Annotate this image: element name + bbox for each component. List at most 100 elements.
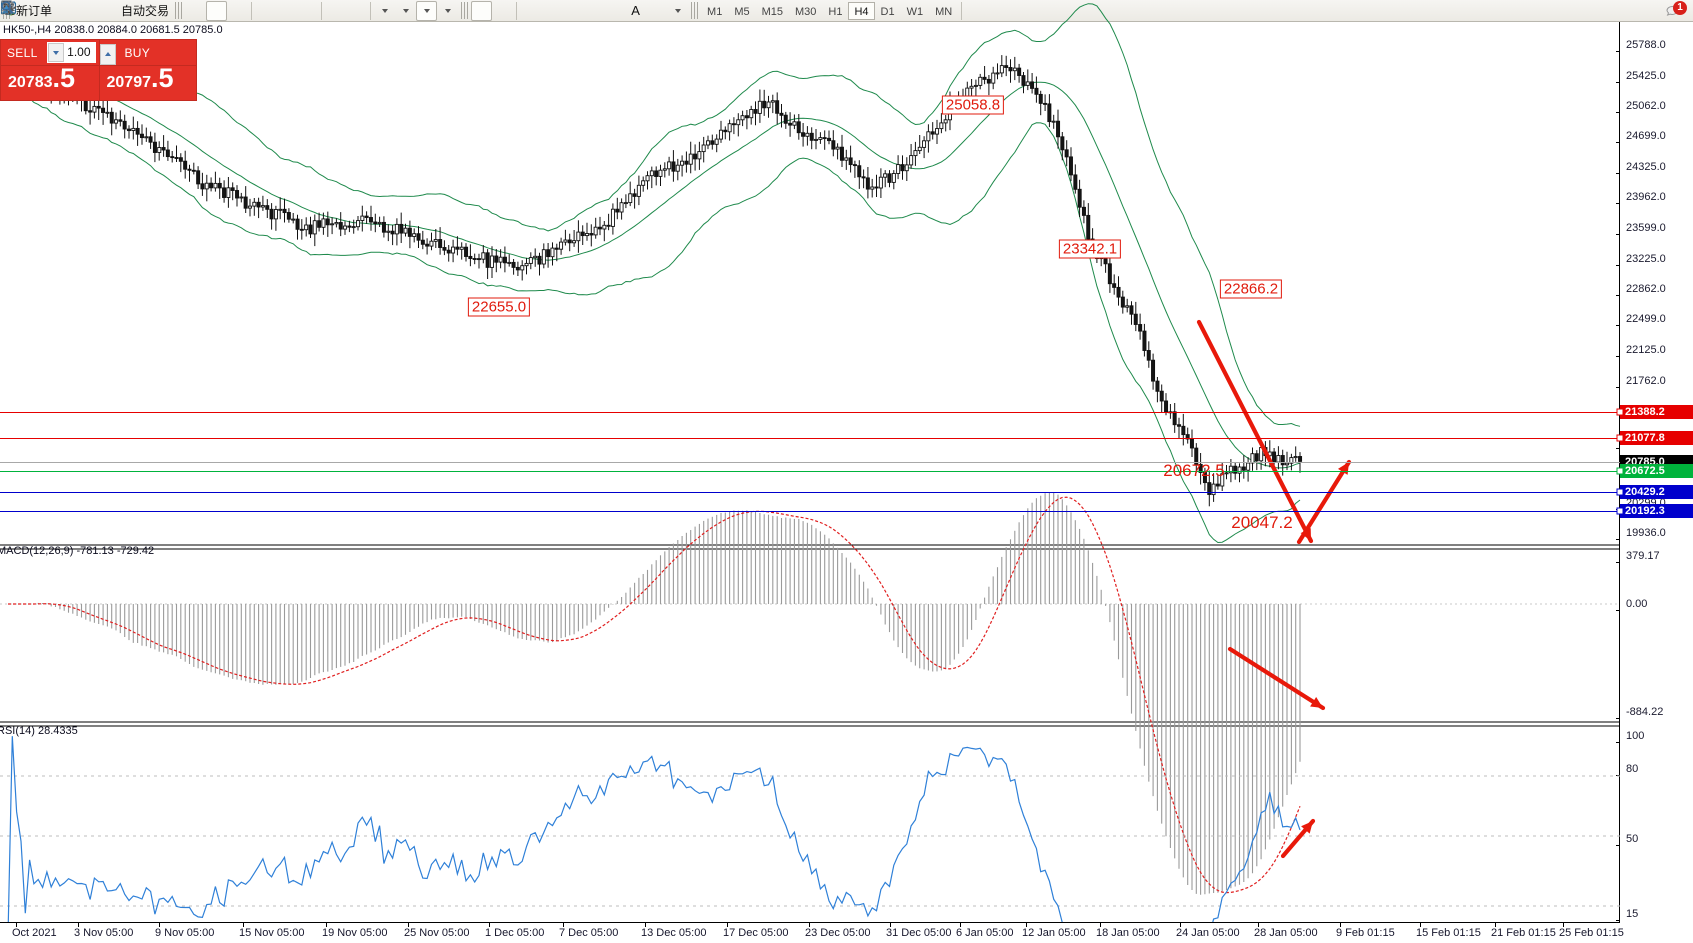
price-level-line-20429.2[interactable] (0, 491, 1620, 493)
price-level-line-20672.5[interactable] (0, 471, 1620, 473)
time-axis-tick: 24 Jan 05:00 (1176, 927, 1240, 939)
candle-body (209, 182, 214, 189)
profiles-button[interactable] (1, 1, 458, 21)
price-axis[interactable]: 25788.0 25425.0 25062.0 24699.0 24325.0 23962… (1616, 22, 1693, 943)
toolbar-grip-4[interactable] (691, 2, 699, 19)
price-level-line-20785.0[interactable] (0, 462, 1620, 464)
time-axis-tickmark (489, 923, 490, 927)
chart-annotation-20047.2[interactable]: 20047.2 (1231, 513, 1293, 532)
price-level-handle[interactable] (1616, 408, 1624, 416)
volume-decrease-button[interactable] (47, 43, 64, 62)
toolbar-grip-2[interactable] (175, 2, 183, 19)
candlestick-chart-button[interactable] (1, 0, 228, 21)
auto-scroll-button[interactable] (1, 1, 346, 21)
chart-annotation-22655.0[interactable]: 22655.0 (467, 297, 531, 317)
market-watch-button[interactable] (1, 1, 118, 21)
text-label-tool-button[interactable]: T (1, 1, 667, 21)
projection-arrow-up-rebound[interactable] (1296, 459, 1352, 545)
crosshair-tool-button[interactable] (1, 1, 513, 21)
buy-price[interactable]: 20797 .5 (98, 64, 197, 101)
fibonacci-tool-button[interactable]: F (2, 1, 625, 21)
horizontal-line-tool-button[interactable] (2, 1, 562, 21)
timeframe-h1-button[interactable]: H1 (828, 5, 843, 18)
profiles-caret-icon[interactable] (445, 8, 452, 13)
candle-body (507, 261, 512, 264)
cursor-tool-button[interactable] (3, 0, 493, 21)
price-level-handle[interactable] (1616, 434, 1624, 442)
candle-body (230, 187, 235, 191)
sell-label: SELL (7, 45, 38, 60)
timeframe-m5-button[interactable]: M5 (734, 5, 750, 18)
time-axis[interactable]: Oct 2021 3 Nov 05:00 9 Nov 05:00 15 Nov 05:… (0, 922, 1624, 943)
timeframe-m15-button[interactable]: M15 (761, 5, 783, 18)
templates-caret-icon[interactable] (424, 8, 431, 13)
chart-shift-button[interactable] (1, 1, 367, 21)
chart-area[interactable]: 25788.0 25425.0 25062.0 24699.0 24325.0 23962… (0, 3, 1693, 943)
price-level-handle[interactable] (1616, 467, 1624, 475)
trendline-tool-button[interactable] (2, 1, 583, 21)
text-tool-button[interactable]: A (625, 1, 646, 21)
price-level-handle[interactable] (1616, 488, 1624, 496)
autotrading-button[interactable]: 自动交易 (1, 1, 172, 21)
timeframe-m30-button[interactable]: M30 (795, 5, 817, 18)
volume-value[interactable]: 1.00 (67, 45, 91, 59)
arrows-caret-icon[interactable] (675, 8, 682, 13)
volume-field[interactable]: 1.00 (46, 42, 96, 63)
period-button[interactable] (1, 1, 416, 21)
chart-annotation-20672.5[interactable]: 20672.5 (1163, 461, 1225, 480)
zoom-out-button[interactable] (1, 1, 297, 21)
candle-body (628, 193, 633, 204)
bar-chart-button[interactable] (1, 1, 206, 21)
vertical-line-tool-button[interactable] (5, 1, 541, 21)
timeframe-w1-button[interactable]: W1 (906, 5, 924, 18)
notifications-button[interactable]: 1 (1665, 0, 1687, 19)
candle-body (597, 226, 602, 230)
price-level-line-21388.2[interactable] (0, 411, 1620, 413)
zoom-in-button[interactable] (1, 1, 276, 21)
candle-body (602, 224, 607, 230)
tile-windows-button[interactable] (1, 1, 318, 21)
price-level-handle[interactable] (1616, 507, 1624, 515)
candle-body (770, 100, 775, 103)
add-indicator-button[interactable] (1, 1, 395, 21)
add-indicator-caret-icon[interactable] (382, 8, 389, 13)
candle-body (183, 160, 188, 170)
price-level-label-20192.3[interactable]: 20192.3 (1620, 504, 1693, 519)
timeframe-h4-button[interactable]: H4 (848, 1, 875, 20)
candle-body (105, 111, 110, 114)
timeframe-mn-button[interactable]: MN (935, 5, 953, 18)
terminal-button[interactable] (1, 1, 97, 21)
arrows-tool-button[interactable] (3, 1, 688, 21)
price-level-label-20672.5[interactable]: 20672.5 (1620, 464, 1693, 479)
equidistant-channel-tool-button[interactable]: E (1, 1, 604, 21)
timeframe-d1-button[interactable]: D1 (880, 5, 895, 18)
sell-price[interactable]: 20783 .5 (0, 64, 99, 101)
volume-increase-button[interactable] (99, 43, 116, 65)
one-click-trading-panel[interactable]: SELL 1.00 BUY 20783 .5 20797 .5 (0, 39, 197, 101)
time-axis-tickmark (1495, 923, 1496, 927)
sell-button[interactable]: SELL 1.00 (0, 39, 99, 66)
macd-projection-arrow[interactable] (1227, 646, 1326, 711)
line-chart-button[interactable] (1, 1, 248, 21)
price-level-label-21388.2[interactable]: 21388.2 (1620, 404, 1693, 419)
price-level-label-20429.2[interactable]: 20429.2 (1620, 484, 1693, 499)
timeframe-m1-button[interactable]: M1 (707, 5, 723, 18)
chart-annotation-25058.8[interactable]: 25058.8 (941, 95, 1005, 115)
orders-button[interactable] (1, 1, 76, 21)
chart-annotation-22866.2[interactable]: 22866.2 (1219, 279, 1283, 299)
templates-button[interactable] (1, 0, 438, 21)
new-order-button[interactable]: 新订单 (1, 0, 55, 21)
price-level-line-20192.3[interactable] (0, 511, 1620, 513)
search-icon[interactable] (0, 0, 15, 15)
buy-button[interactable]: BUY (98, 39, 197, 66)
period-caret-icon[interactable] (403, 8, 410, 13)
price-axis-tickmark (1616, 325, 1620, 327)
chart-annotation-23342.1[interactable]: 23342.1 (1058, 239, 1122, 259)
projection-arrow-down-main[interactable] (1196, 319, 1314, 544)
time-axis-tick: 19 Nov 05:00 (322, 927, 388, 939)
price-level-label-21077.8[interactable]: 21077.8 (1620, 430, 1693, 445)
price-level-line-21077.8[interactable] (0, 437, 1620, 439)
candle-body (1254, 453, 1259, 462)
price-axis-tickmark (1616, 233, 1620, 235)
toolbar-grip-3[interactable] (461, 2, 469, 19)
